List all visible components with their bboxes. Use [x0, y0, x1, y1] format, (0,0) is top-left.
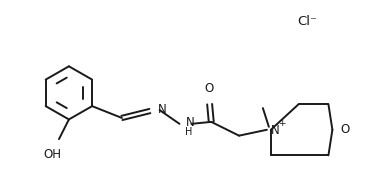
Text: OH: OH [43, 148, 61, 161]
Text: N: N [158, 103, 166, 116]
Text: O: O [340, 123, 350, 136]
Text: N: N [186, 116, 194, 129]
Text: N: N [271, 124, 280, 137]
Text: Cl⁻: Cl⁻ [297, 15, 317, 28]
Text: +: + [278, 119, 285, 128]
Text: O: O [205, 82, 214, 95]
Text: H: H [186, 127, 193, 137]
